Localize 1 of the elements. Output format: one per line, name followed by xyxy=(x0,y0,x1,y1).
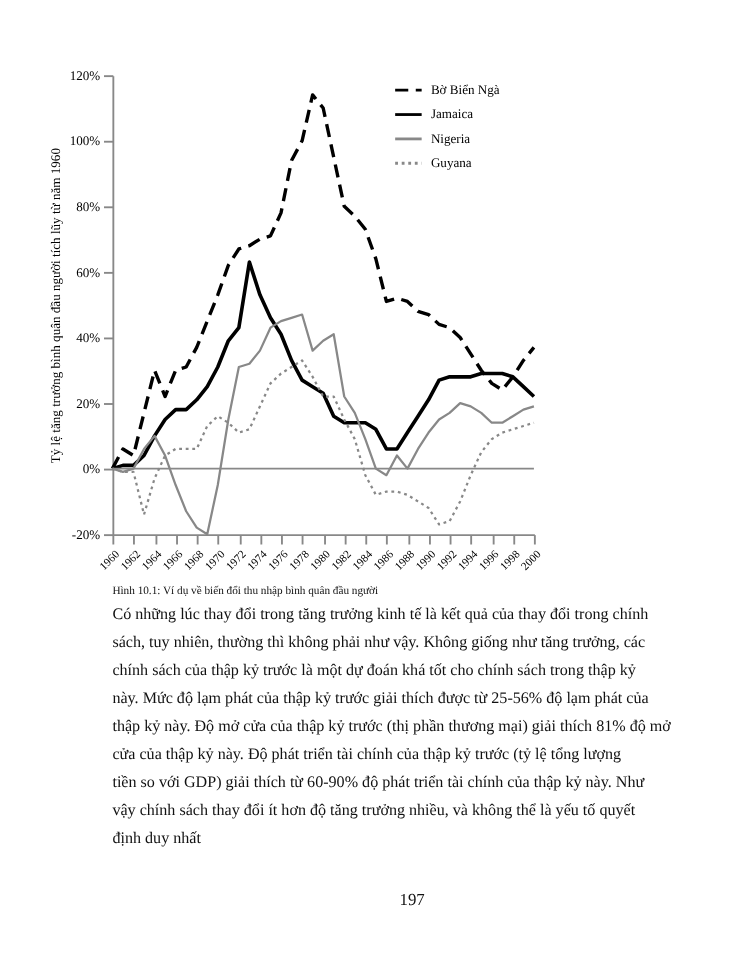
text: 197 xyxy=(399,889,425,910)
